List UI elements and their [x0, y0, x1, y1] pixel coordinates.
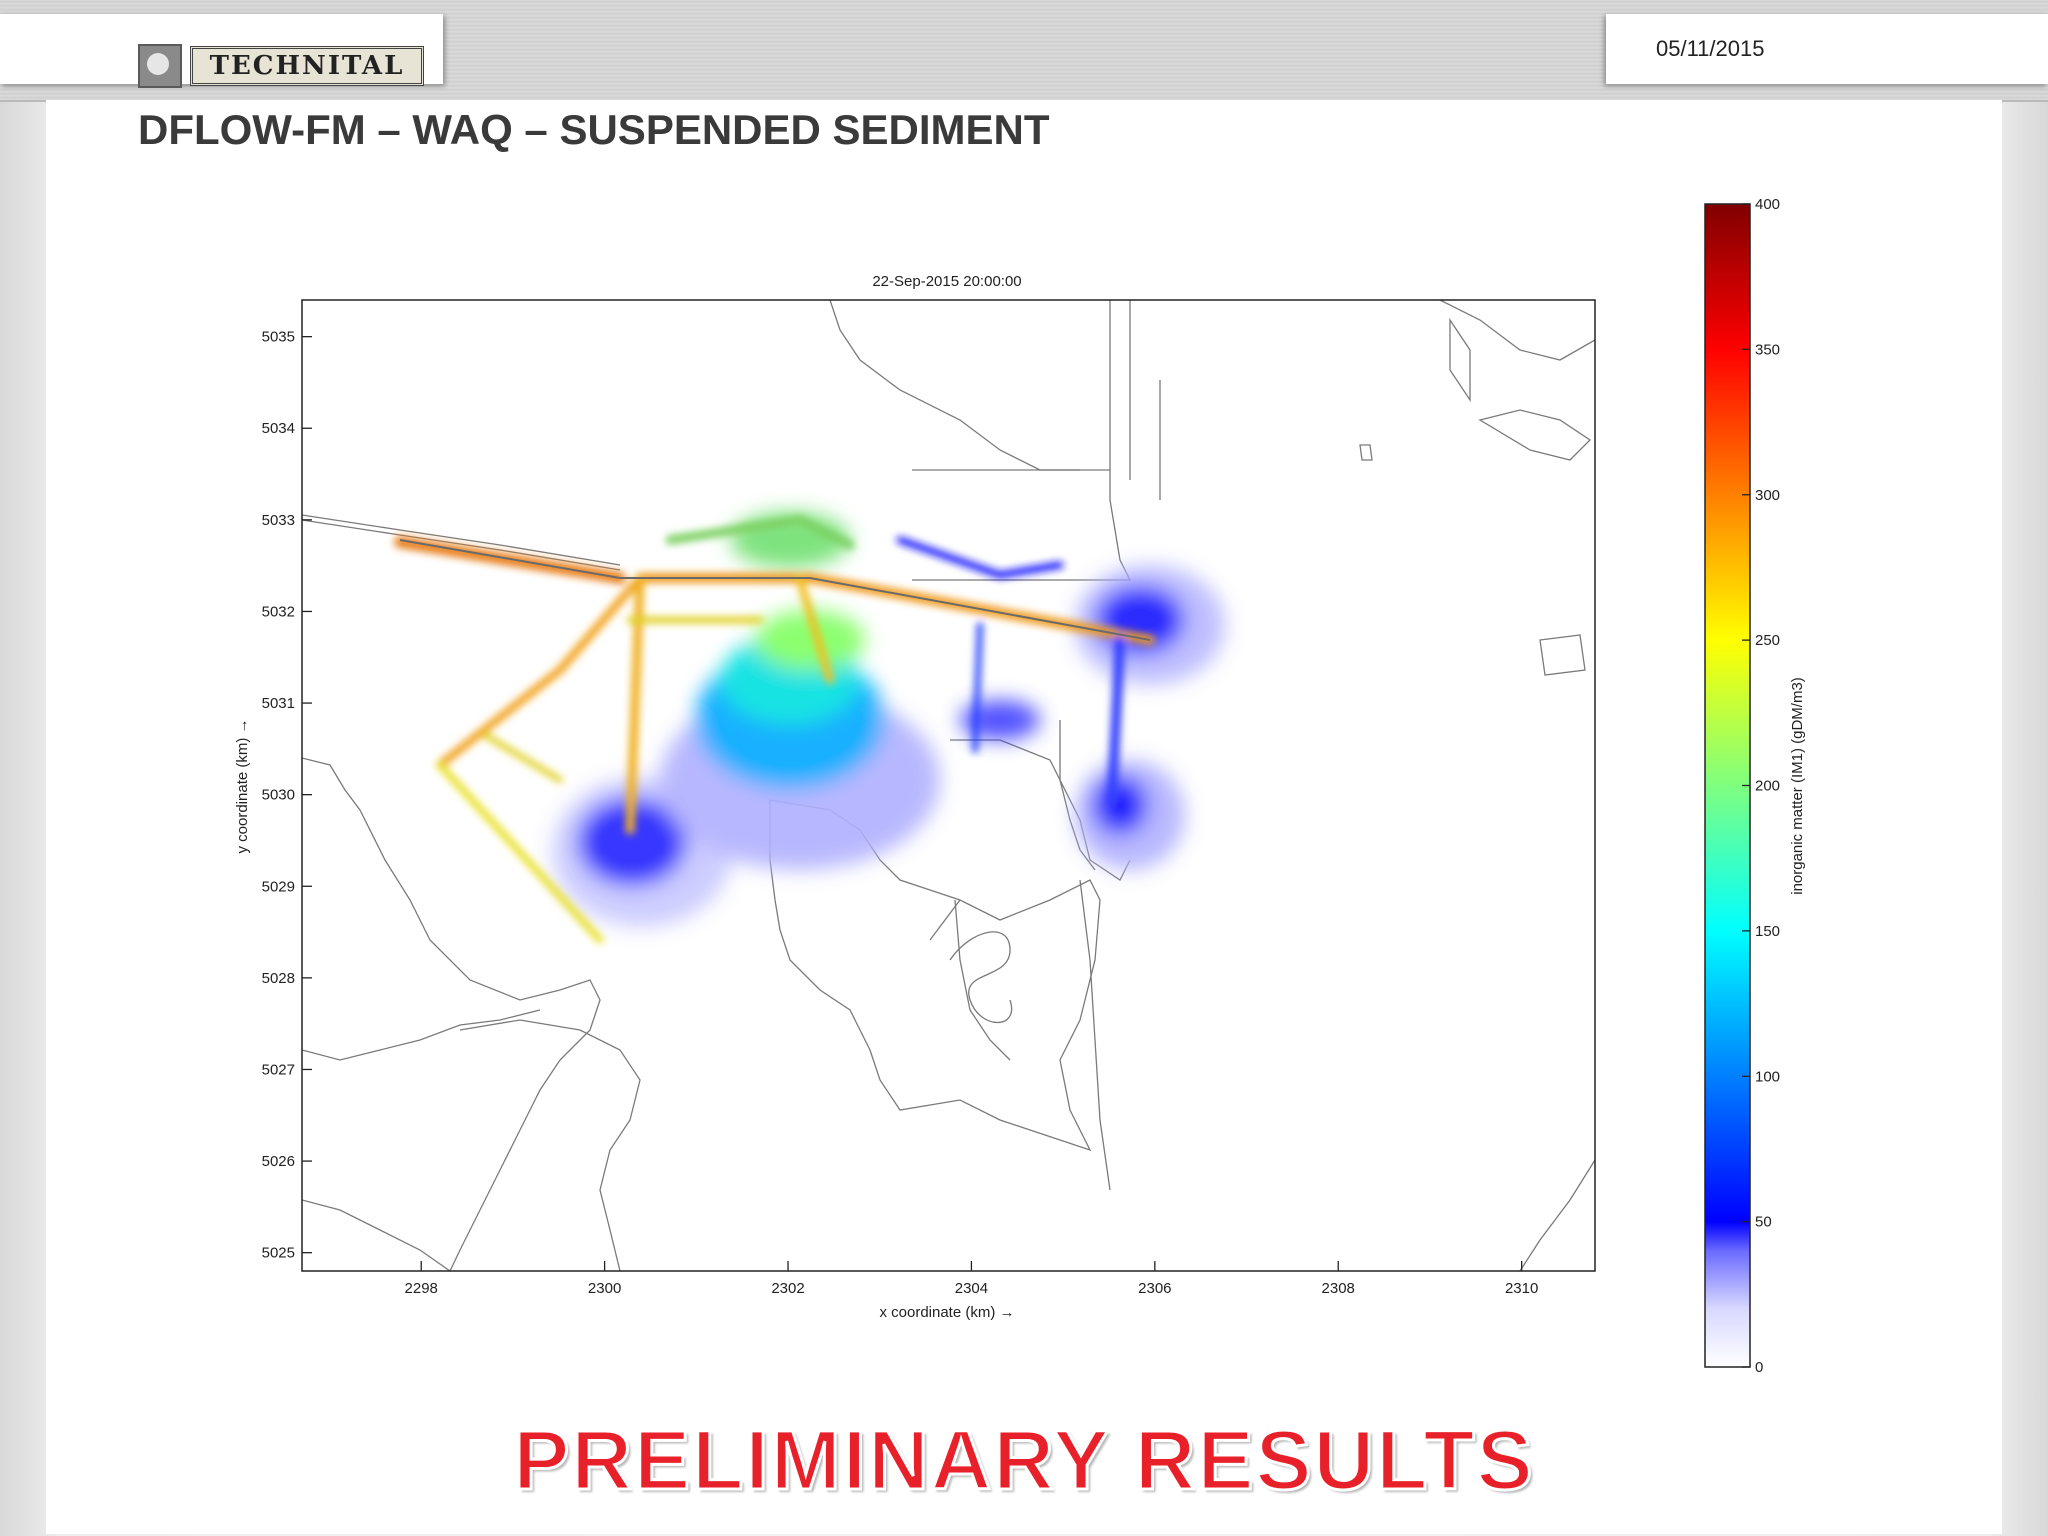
island-southwest	[459, 1019, 641, 1271]
slide-date: 05/11/2015	[1656, 36, 1765, 61]
colorbar-tick-label: 200	[1755, 778, 1780, 795]
northeast-structure-c	[1539, 634, 1586, 676]
coastline-north	[829, 300, 1080, 471]
y-tick-label: 5025	[262, 1245, 295, 1262]
y-tick-label: 5028	[262, 970, 295, 987]
northeast-structure-a	[1449, 317, 1471, 403]
plume-central-north	[755, 610, 865, 670]
coastline-northwest	[302, 514, 621, 566]
y-tick-label: 5032	[262, 603, 295, 620]
y-tick-label: 5027	[262, 1061, 295, 1078]
plot-frame	[301, 299, 1596, 1272]
channel-east-finger	[972, 622, 983, 753]
coastline-southwest	[302, 757, 601, 1271]
colorbar-tick-label: 300	[1755, 487, 1780, 504]
coastline-west-inner	[302, 1009, 541, 1061]
y-axis-label: y coordinate (km) →	[234, 718, 251, 853]
slide-title: DFLOW-FM – WAQ – SUSPENDED SEDIMENT	[138, 106, 1050, 153]
plot-area	[302, 300, 1595, 1271]
colorbar-tick-label: 250	[1755, 632, 1780, 649]
island-central-inner	[954, 899, 1011, 1061]
colorbar-tick-label: 400	[1755, 196, 1780, 213]
chart-title: 22-Sep-2015 20:00:00	[872, 273, 1021, 290]
x-tick-label: 2310	[1505, 1280, 1538, 1297]
coastline-east-bottom	[1519, 1159, 1595, 1271]
channel-southwest-diag	[436, 761, 604, 944]
x-tick-label: 2304	[955, 1280, 988, 1297]
coastline-northwest-parallel	[302, 519, 621, 571]
colorbar-tick-label: 350	[1755, 341, 1780, 358]
channel-vertical	[796, 576, 834, 684]
colorbar-axis: 0 50 100 150 200 250 300 350 400	[1742, 196, 1780, 1376]
coastline-west-lagoon	[302, 1199, 451, 1271]
y-axis: 5025 5026 5027 5028 5029 5030 5031 5032 5033 5034…	[262, 329, 312, 1262]
company-logo-box: TECHNITAL	[0, 14, 443, 88]
causeway-line	[399, 539, 1151, 641]
coastline-northeast-structures	[1439, 300, 1595, 361]
plume-east-core	[1095, 585, 1185, 655]
x-axis: 2298 2300 2302 2304 2306 2308 2310	[405, 1261, 1538, 1297]
x-tick-label: 2302	[771, 1280, 804, 1297]
plume-southwest-core	[577, 797, 687, 887]
coastline-outlines	[302, 300, 1595, 1271]
y-tick-label: 5029	[262, 878, 295, 895]
x-tick-label: 2306	[1138, 1280, 1171, 1297]
coastline-southeast	[1079, 879, 1111, 1191]
colorbar-tick-label: 150	[1755, 923, 1780, 940]
channel-inner-diag	[482, 732, 563, 783]
channel-east-lower	[1107, 635, 1125, 805]
y-tick-label: 5034	[262, 420, 295, 437]
colorbar-tick-label: 50	[1755, 1214, 1772, 1231]
x-axis-label: x coordinate (km) →	[879, 1304, 1014, 1321]
x-tick-label: 2298	[405, 1280, 438, 1297]
logo-text: TECHNITAL	[190, 46, 424, 86]
preliminary-results-banner: PRELIMINARY RESULTS	[512, 1412, 1535, 1509]
small-island	[1359, 444, 1373, 461]
x-tick-label: 2308	[1322, 1280, 1355, 1297]
island-central	[769, 799, 1101, 1152]
channel-southwest-branch	[436, 574, 644, 769]
y-tick-label: 5033	[262, 512, 295, 529]
plume-southeast-core	[1092, 775, 1148, 835]
colorbar-tick-label: 0	[1755, 1359, 1763, 1376]
channel-north-east	[896, 536, 1064, 579]
date-box: 05/11/2015	[1606, 14, 2048, 84]
winding-canal	[929, 899, 1013, 1023]
logo-mark-icon	[138, 44, 182, 88]
x-tick-label: 2300	[588, 1280, 621, 1297]
northeast-structure-b	[1478, 409, 1592, 461]
plume-channel-east	[960, 700, 1040, 740]
y-tick-label: 5030	[262, 787, 295, 804]
north-pier	[1109, 300, 1161, 500]
y-tick-label: 5031	[262, 695, 295, 712]
colorbar-label: inorganic matter (IM1) (gDM/m3)	[1789, 677, 1806, 895]
y-tick-label: 5035	[262, 329, 295, 346]
colorbar-tick-label: 100	[1755, 1068, 1780, 1085]
inner-channel	[1059, 720, 1096, 871]
channel-northeast	[665, 515, 855, 550]
y-tick-label: 5026	[262, 1153, 295, 1170]
